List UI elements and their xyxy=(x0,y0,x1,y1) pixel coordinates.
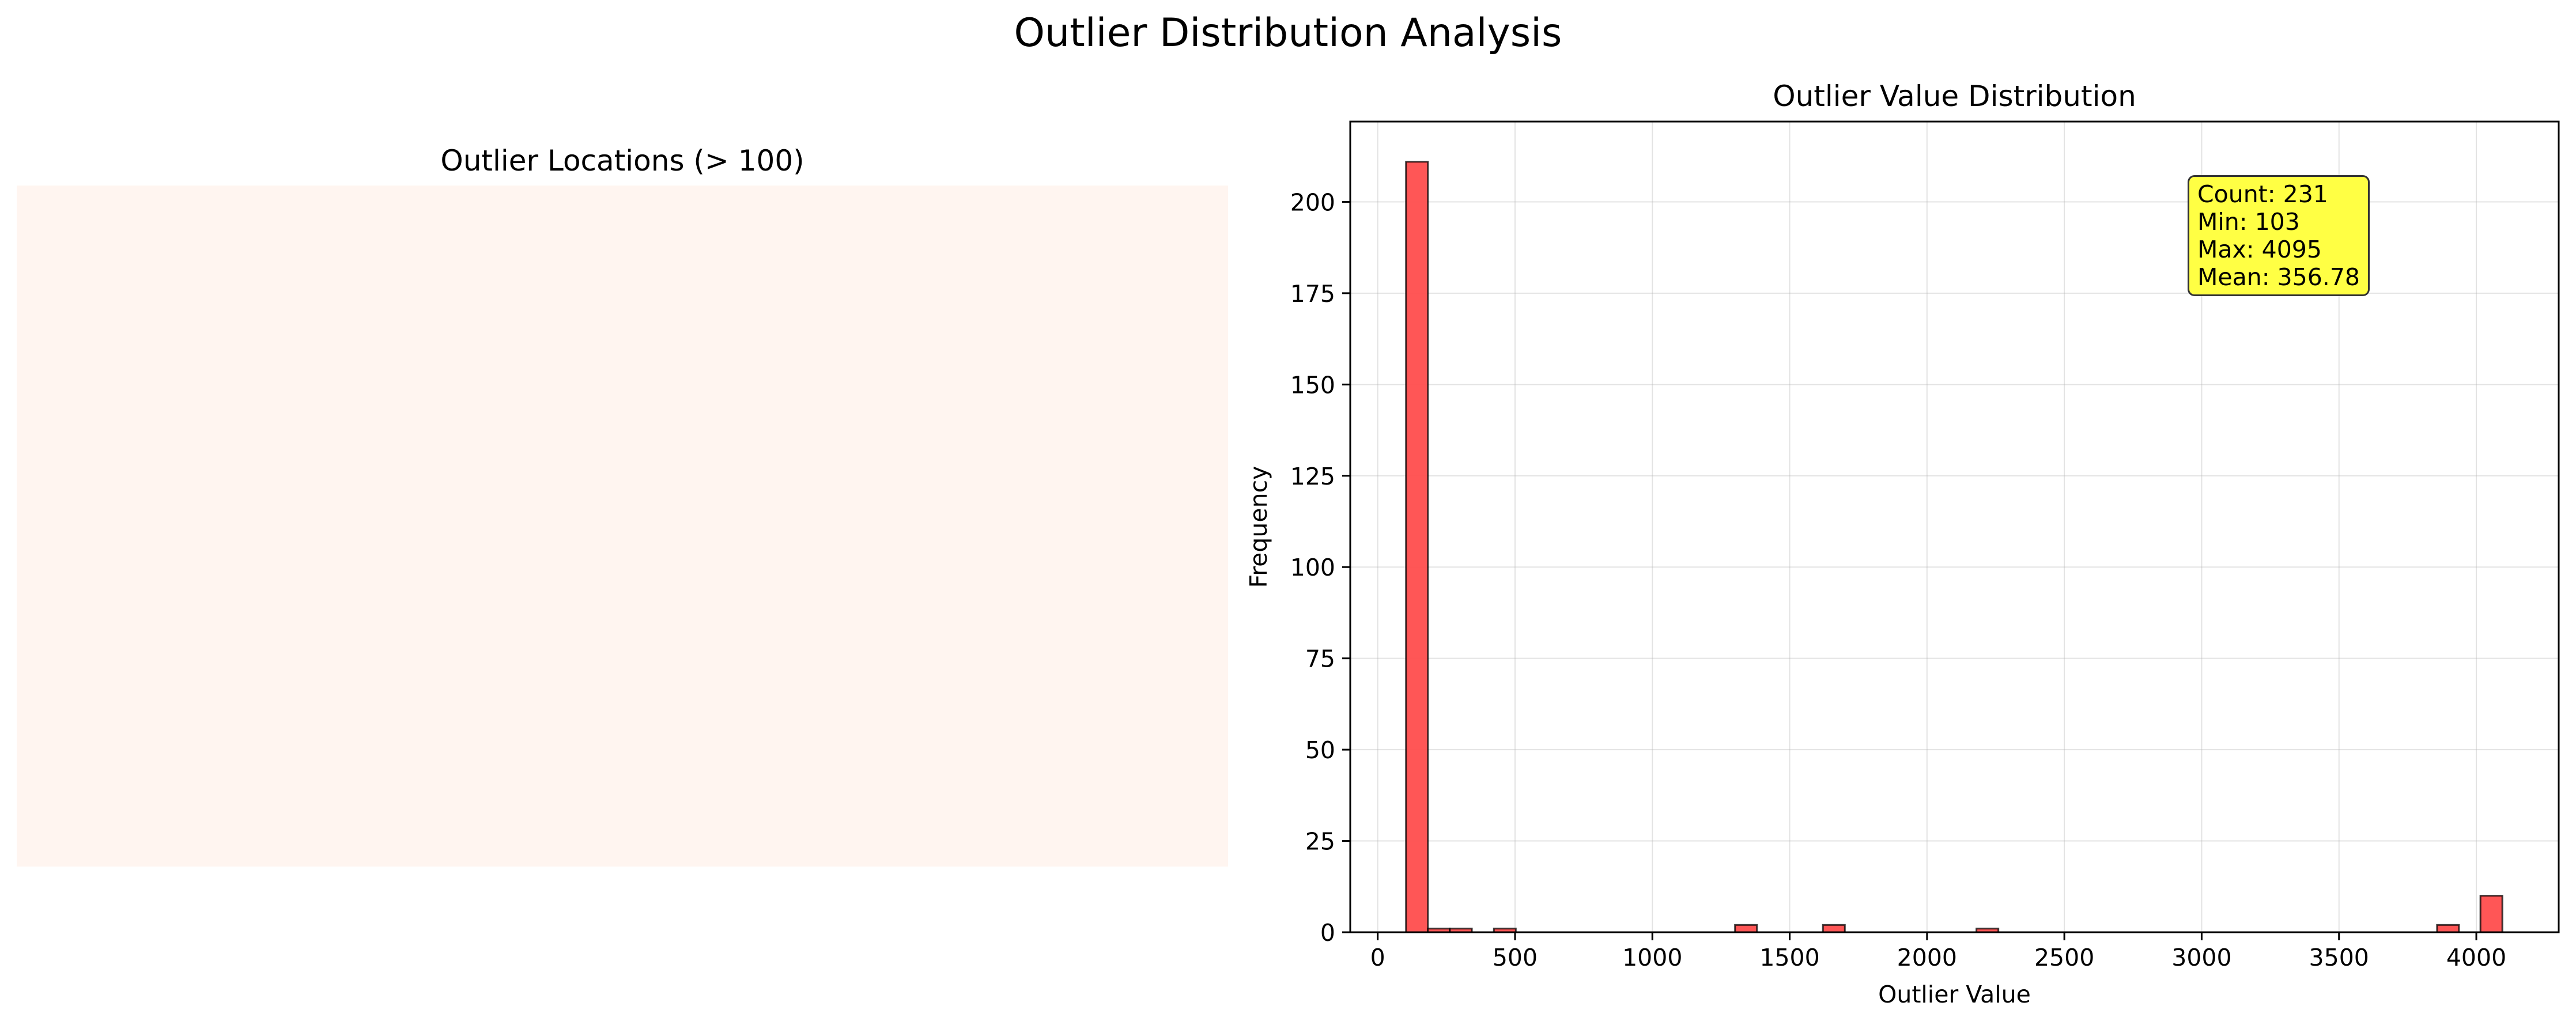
heatmap-title: Outlier Locations (> 100) xyxy=(440,144,804,177)
outlier-location-heatmap xyxy=(17,186,1228,867)
y-tick-label: 50 xyxy=(1305,736,1335,764)
x-tick-label: 2000 xyxy=(1897,944,1957,971)
x-tick-label: 0 xyxy=(1370,944,1385,971)
x-tick-label: 2500 xyxy=(2034,944,2094,971)
stats-min: Min: 103 xyxy=(2197,208,2300,236)
histogram-bar xyxy=(1734,924,1758,933)
x-tick-label: 4000 xyxy=(2446,944,2506,971)
stats-max: Max: 4095 xyxy=(2197,236,2322,263)
y-tick-label: 25 xyxy=(1305,828,1335,856)
x-tick-label: 3500 xyxy=(2309,944,2369,971)
y-tick-label: 175 xyxy=(1290,280,1335,308)
x-axis-ticks: 0 500 1000 1500 2000 2500 3000 3500 4000 xyxy=(1370,932,2506,971)
stats-annotation: Count: 231 Min: 103 Max: 4095 Mean: 356.… xyxy=(2188,175,2370,296)
plot-frame xyxy=(1349,120,2560,933)
y-tick-label: 100 xyxy=(1290,554,1335,581)
histogram-bars xyxy=(1405,161,2503,933)
x-tick-label: 500 xyxy=(1493,944,1538,971)
histogram-bar xyxy=(2436,924,2460,933)
stats-count: Count: 231 xyxy=(2197,180,2328,208)
y-tick-label: 150 xyxy=(1290,371,1335,399)
histogram-bar xyxy=(1405,161,1429,933)
x-tick-label: 1500 xyxy=(1759,944,1819,971)
y-tick-label: 75 xyxy=(1305,645,1335,673)
histogram-bar xyxy=(2479,895,2503,933)
y-tick-label: 125 xyxy=(1290,463,1335,490)
grid-lines xyxy=(1350,122,2559,933)
y-tick-label: 0 xyxy=(1320,919,1335,947)
histogram-title: Outlier Value Distribution xyxy=(1773,80,2136,113)
stats-mean: Mean: 356.78 xyxy=(2197,263,2360,291)
x-axis-label: Outlier Value xyxy=(1878,981,2031,1008)
y-tick-label: 200 xyxy=(1290,188,1335,216)
figure-title: Outlier Distribution Analysis xyxy=(1014,10,1562,56)
x-tick-label: 3000 xyxy=(2171,944,2231,971)
y-axis-ticks: 0 25 50 75 100 125 150 175 200 xyxy=(1290,188,1350,947)
y-axis-label: Frequency xyxy=(1245,466,1272,588)
histogram-bar xyxy=(1822,924,1846,933)
x-tick-label: 1000 xyxy=(1622,944,1682,971)
